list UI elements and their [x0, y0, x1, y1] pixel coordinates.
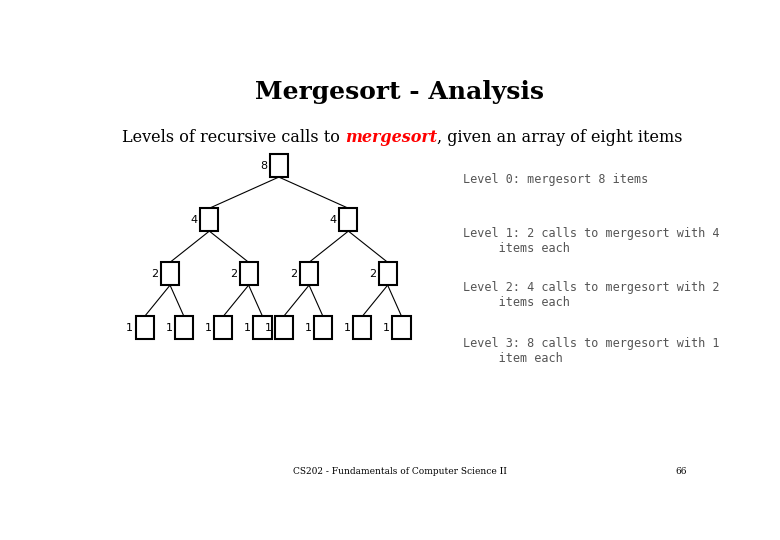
Bar — [378, 262, 397, 285]
Text: 2: 2 — [369, 269, 376, 279]
Bar — [275, 316, 292, 339]
Bar — [239, 262, 257, 285]
Text: Level 3: 8 calls to mergesort with 1
     item each: Level 3: 8 calls to mergesort with 1 ite… — [463, 337, 720, 365]
Text: 66: 66 — [675, 467, 687, 476]
Text: 4: 4 — [191, 215, 198, 225]
Text: 4: 4 — [330, 215, 337, 225]
Text: 1: 1 — [344, 323, 351, 333]
Text: 2: 2 — [151, 269, 158, 279]
Text: 1: 1 — [304, 323, 311, 333]
Text: 1: 1 — [205, 323, 211, 333]
Text: Levels of recursive calls to: Levels of recursive calls to — [122, 129, 345, 146]
Bar — [215, 316, 232, 339]
Text: 2: 2 — [230, 269, 237, 279]
Text: CS202 - Fundamentals of Computer Science II: CS202 - Fundamentals of Computer Science… — [292, 467, 507, 476]
Text: Level 2: 4 calls to mergesort with 2
     items each: Level 2: 4 calls to mergesort with 2 ite… — [463, 281, 720, 309]
Bar — [200, 208, 218, 231]
Bar — [254, 316, 271, 339]
Bar — [270, 154, 288, 177]
Bar — [300, 262, 318, 285]
Text: Level 0: mergesort 8 items: Level 0: mergesort 8 items — [463, 173, 648, 186]
Bar — [314, 316, 332, 339]
Text: 1: 1 — [126, 323, 133, 333]
Bar — [136, 316, 154, 339]
Text: 1: 1 — [244, 323, 251, 333]
Text: 8: 8 — [261, 160, 268, 171]
Text: mergesort: mergesort — [345, 129, 437, 146]
Text: 2: 2 — [290, 269, 298, 279]
Text: 1: 1 — [383, 323, 390, 333]
Bar — [392, 316, 410, 339]
Text: Level 1: 2 calls to mergesort with 4
     items each: Level 1: 2 calls to mergesort with 4 ite… — [463, 227, 720, 255]
Bar — [161, 262, 179, 285]
Text: , given an array of eight items: , given an array of eight items — [437, 129, 682, 146]
Text: Mergesort - Analysis: Mergesort - Analysis — [255, 80, 544, 104]
Text: 1: 1 — [165, 323, 172, 333]
Text: 1: 1 — [265, 323, 272, 333]
Bar — [175, 316, 193, 339]
Bar — [353, 316, 371, 339]
Bar — [339, 208, 357, 231]
